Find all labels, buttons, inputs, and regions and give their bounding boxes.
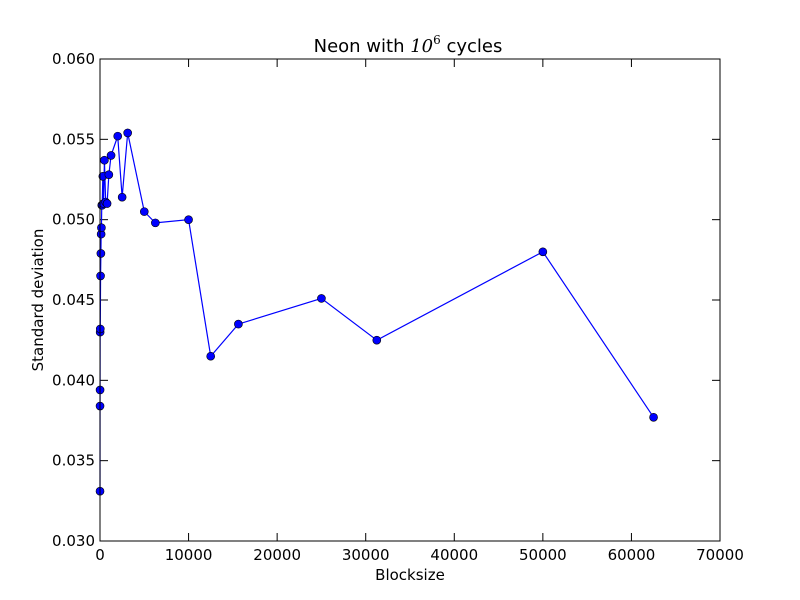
data-point: [104, 170, 114, 179]
y-axis-label: Standard deviation: [29, 229, 47, 372]
x-tick-label: 60000: [608, 546, 656, 564]
data-point: [96, 271, 105, 281]
y-tick-label: 0.040: [52, 371, 95, 389]
chart-title-math-base: 10: [410, 36, 433, 57]
data-point: [538, 247, 548, 257]
y-tick-label: 0.050: [52, 211, 95, 229]
plot-area-frame: [99, 58, 721, 542]
data-point: [649, 412, 658, 422]
x-tick-label: 0: [95, 546, 105, 564]
series-layer: [95, 128, 658, 496]
y-axis-ticks: 0.030 0.035 0.040 0.045 0.050 0.055 0.060: [52, 50, 720, 550]
y-tick-label: 0.030: [52, 532, 95, 550]
x-tick-label: 50000: [519, 546, 567, 564]
data-point: [113, 131, 123, 141]
data-point: [206, 351, 216, 361]
y-tick-label: 0.060: [52, 50, 95, 68]
data-point: [102, 199, 112, 208]
data-point: [317, 294, 326, 303]
data-point: [96, 249, 106, 258]
data-point: [234, 319, 243, 329]
data-point: [100, 155, 109, 165]
y-tick-label: 0.035: [52, 452, 95, 470]
x-tick-label: 10000: [165, 546, 213, 564]
chart-title-prefix: Neon with: [314, 36, 411, 57]
x-axis-ticks: 0 10000 20000 30000 40000 50000 60000 70000: [95, 59, 744, 564]
data-point: [117, 192, 127, 202]
chart-title-math-exponent: 6: [433, 33, 441, 47]
data-point: [184, 215, 193, 224]
x-tick-label: 70000: [696, 546, 744, 564]
chart-title-suffix: cycles: [441, 36, 503, 57]
x-axis-label: Blocksize: [375, 566, 445, 584]
chart-title: Neon with 106 cycles: [314, 33, 503, 57]
y-tick-label: 0.045: [52, 291, 95, 309]
data-point: [106, 151, 116, 160]
data-point: [139, 207, 149, 216]
x-tick-label: 40000: [430, 546, 478, 564]
data-point: [151, 218, 160, 228]
data-point: [97, 223, 106, 232]
x-tick-label: 20000: [253, 546, 301, 564]
y-tick-label: 0.055: [52, 130, 95, 148]
data-point: [372, 335, 382, 345]
x-tick-label: 30000: [342, 546, 390, 564]
data-point: [123, 128, 132, 138]
